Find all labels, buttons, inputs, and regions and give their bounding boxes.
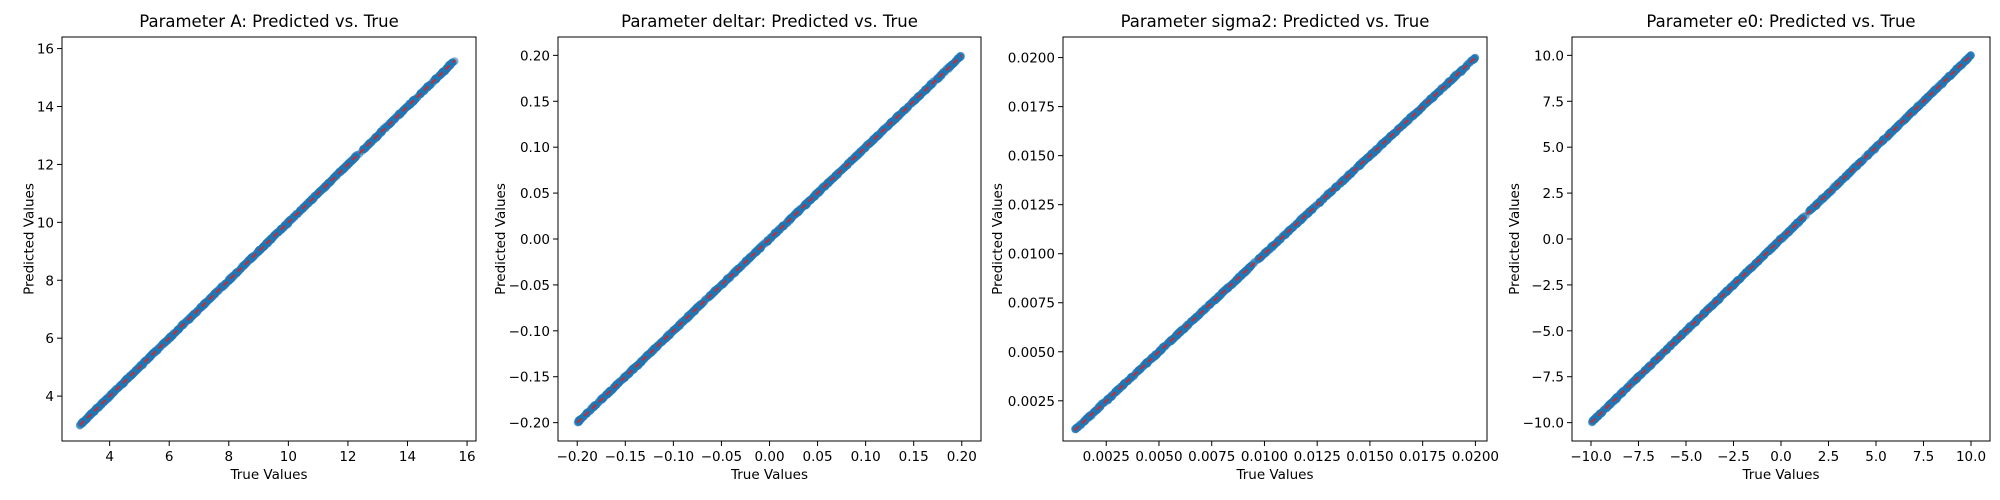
y-tick-label: 0.05 [520,186,550,202]
y-tick-label: 0.10 [520,140,550,156]
y-tick-label: 10.0 [1534,48,1564,64]
x-tick-label: 12 [339,449,356,465]
reference-line [576,54,963,424]
subplot-2: Parameter deltar: Predicted vs. True −0.2… [493,12,982,483]
y-tick-label: 0.0100 [1008,247,1055,263]
x-tick-label: 0.20 [947,449,977,465]
axes-frame [61,36,477,442]
y-tick-label: 5.0 [1543,140,1564,156]
subplot-4: Parameter e0: Predicted vs. True −10.0 −7.… [1507,12,1991,483]
y-tick-label: 0.0200 [1008,51,1055,67]
x-tick-label: 0.0125 [1294,449,1341,465]
reference-line [1590,54,1972,424]
x-tick-label: −0.20 [557,449,598,465]
x-tick-label: −10.0 [1570,449,1611,465]
x-tick-label: 6 [165,449,174,465]
subplot-title: Parameter A: Predicted vs. True [139,12,399,31]
y-tick-label: 0.0 [1543,232,1564,248]
x-tick-label: 0.0200 [1452,449,1499,465]
y-tick-label: 6 [45,331,54,347]
x-tick-label: 5.0 [1865,449,1886,465]
x-tick-label: 10 [280,449,297,465]
y-tick-label: 12 [37,157,54,173]
y-tick-label: −0.15 [509,370,550,386]
x-tick-label: −0.05 [701,449,742,465]
y-tick-label: 7.5 [1543,94,1564,110]
x-tick-label: 0.15 [899,449,929,465]
x-tick-label: 4 [105,449,114,465]
x-tick-label: 0.10 [851,449,881,465]
x-tick-label: 0.0150 [1346,449,1393,465]
x-tick-label: −5.0 [1670,449,1703,465]
x-tick-label: 0.0 [1770,449,1791,465]
reference-line [1073,56,1477,431]
y-tick-label: −7.5 [1531,370,1564,386]
y-tick-label: 14 [37,100,54,116]
y-tick-label: −0.10 [509,324,550,340]
x-tick-label: 16 [458,449,475,465]
y-tick-label: 16 [37,42,54,58]
y-tick-label: 8 [45,273,54,289]
y-tick-label: 4 [45,389,54,405]
x-tick-label: −0.15 [605,449,646,465]
reference-line [79,59,456,426]
y-tick-label: 0.20 [520,48,550,64]
x-tick-label: 0.0050 [1135,449,1182,465]
subplot-3: Parameter sigma2: Predicted vs. True 0.00… [990,12,1499,483]
x-axis-label: True Values [1235,467,1313,483]
y-axis-label: Predicted Values [493,183,509,295]
x-tick-label: 0.05 [803,449,833,465]
y-axis-label: Predicted Values [990,183,1006,295]
y-tick-label: 0.0075 [1008,296,1055,312]
scatter-point [955,52,964,61]
x-tick-label: 8 [224,449,233,465]
x-tick-label: 14 [399,449,416,465]
y-tick-label: −5.0 [1531,324,1564,340]
y-tick-label: −2.5 [1531,278,1564,294]
subplot-title: Parameter e0: Predicted vs. True [1646,12,1915,31]
x-tick-label: 7.5 [1913,449,1934,465]
y-axis-label: Predicted Values [1507,183,1523,295]
x-tick-label: 2.5 [1818,449,1839,465]
x-tick-label: 10.0 [1956,449,1986,465]
x-tick-label: −2.5 [1717,449,1750,465]
y-axis-label: Predicted Values [22,183,38,295]
y-tick-label: 0.0175 [1008,100,1055,116]
subplot-title: Parameter deltar: Predicted vs. True [621,12,918,31]
y-tick-label: 10 [37,215,54,231]
x-axis-label: True Values [730,467,808,483]
x-tick-label: 0.0100 [1241,449,1288,465]
y-tick-label: 0.0050 [1008,345,1055,361]
x-tick-label: 0.0075 [1188,449,1235,465]
y-tick-label: 0.0025 [1008,394,1055,410]
x-axis-label: True Values [1741,467,1819,483]
axes-frame [1062,36,1488,442]
x-tick-label: −7.5 [1622,449,1655,465]
y-tick-label: 0.0125 [1008,198,1055,214]
subplot-title: Parameter sigma2: Predicted vs. True [1121,12,1430,31]
x-tick-label: 0.00 [754,449,784,465]
y-tick-label: −0.05 [509,278,550,294]
x-tick-label: 0.0025 [1083,449,1130,465]
y-tick-label: −0.20 [509,416,550,432]
x-tick-label: 0.0175 [1399,449,1446,465]
y-tick-label: 0.00 [520,232,550,248]
subplot-1: Parameter A: Predicted vs. True 4 6 8 10 12 14… [22,12,477,483]
y-tick-label: −10.0 [1523,416,1564,432]
y-tick-label: 2.5 [1543,186,1564,202]
y-tick-label: 0.15 [520,94,550,110]
x-tick-label: −0.10 [653,449,694,465]
x-axis-label: True Values [229,467,307,483]
y-tick-label: 0.0150 [1008,149,1055,165]
